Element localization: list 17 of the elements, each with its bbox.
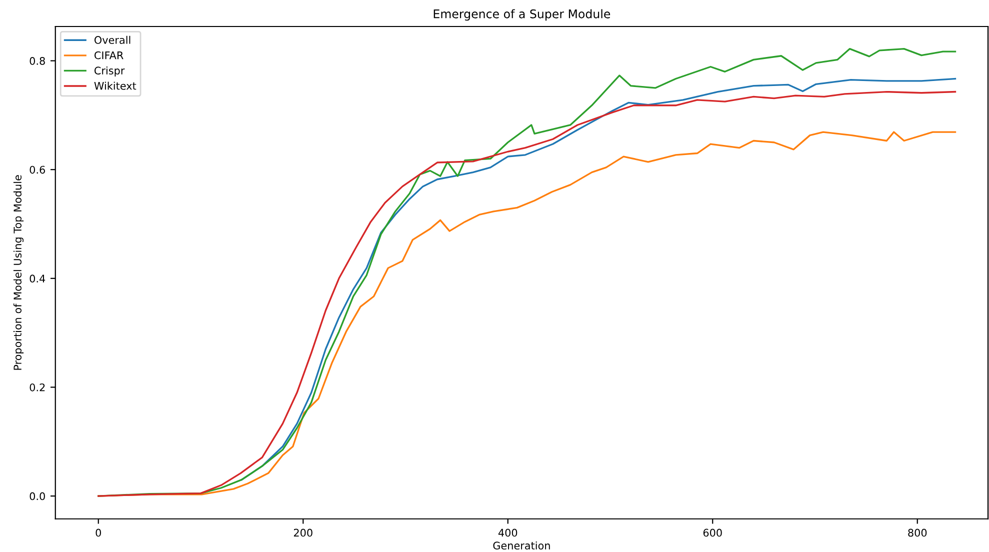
- x-axis-title: Generation: [493, 541, 550, 550]
- chart-title: Emergence of a Super Module: [434, 9, 610, 21]
- legend-label: Overall: [94, 36, 130, 44]
- legend-label: Crispr: [94, 66, 125, 77]
- x-tick-label: 600: [703, 528, 722, 537]
- legend-label: Wikitext: [94, 82, 136, 90]
- x-tick-label: 400: [498, 528, 518, 537]
- x-tick-label: 200: [294, 528, 312, 537]
- y-tick-label: 0.6: [30, 166, 46, 174]
- y-tick-label: 0.8: [30, 57, 45, 65]
- y-axis-title: Proportion of Model Using Top Module: [13, 175, 24, 370]
- x-tick-label: 0: [96, 528, 102, 537]
- y-tick-label: 0.2: [30, 383, 45, 392]
- y-tick-label: 0.4: [30, 274, 46, 283]
- y-tick-label: 0.0: [30, 492, 45, 500]
- legend-label: CIFAR: [94, 51, 124, 60]
- x-tick-label: 800: [908, 528, 927, 537]
